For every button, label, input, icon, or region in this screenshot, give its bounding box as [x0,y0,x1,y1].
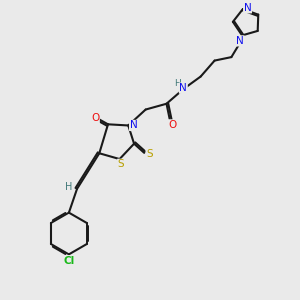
Text: N: N [244,3,251,13]
Text: H: H [65,182,73,192]
Text: H: H [174,79,181,88]
Text: O: O [168,120,176,130]
Text: N: N [130,121,137,130]
Text: O: O [91,113,99,123]
Text: S: S [118,159,124,169]
Text: N: N [236,36,244,46]
Text: N: N [179,83,187,93]
Text: S: S [146,149,153,159]
Text: Cl: Cl [63,256,74,266]
